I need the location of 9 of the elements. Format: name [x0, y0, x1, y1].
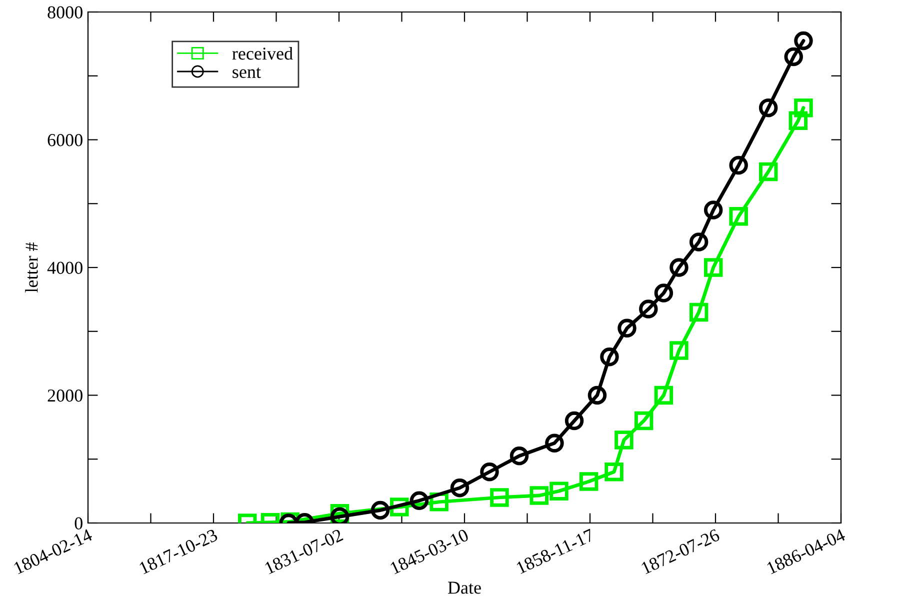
- y-tick-label: 2000: [48, 390, 82, 402]
- y-tick-label: 4000: [47, 262, 82, 274]
- legend-label: sent: [232, 68, 261, 78]
- legend-label: received: [232, 46, 293, 60]
- x-axis-title: Date: [448, 582, 481, 594]
- y-axis-title: letter #: [25, 242, 38, 292]
- y-tick-label: 0: [74, 517, 82, 530]
- y-tick-label: 8000: [48, 6, 82, 18]
- y-tick-label: 6000: [48, 134, 82, 146]
